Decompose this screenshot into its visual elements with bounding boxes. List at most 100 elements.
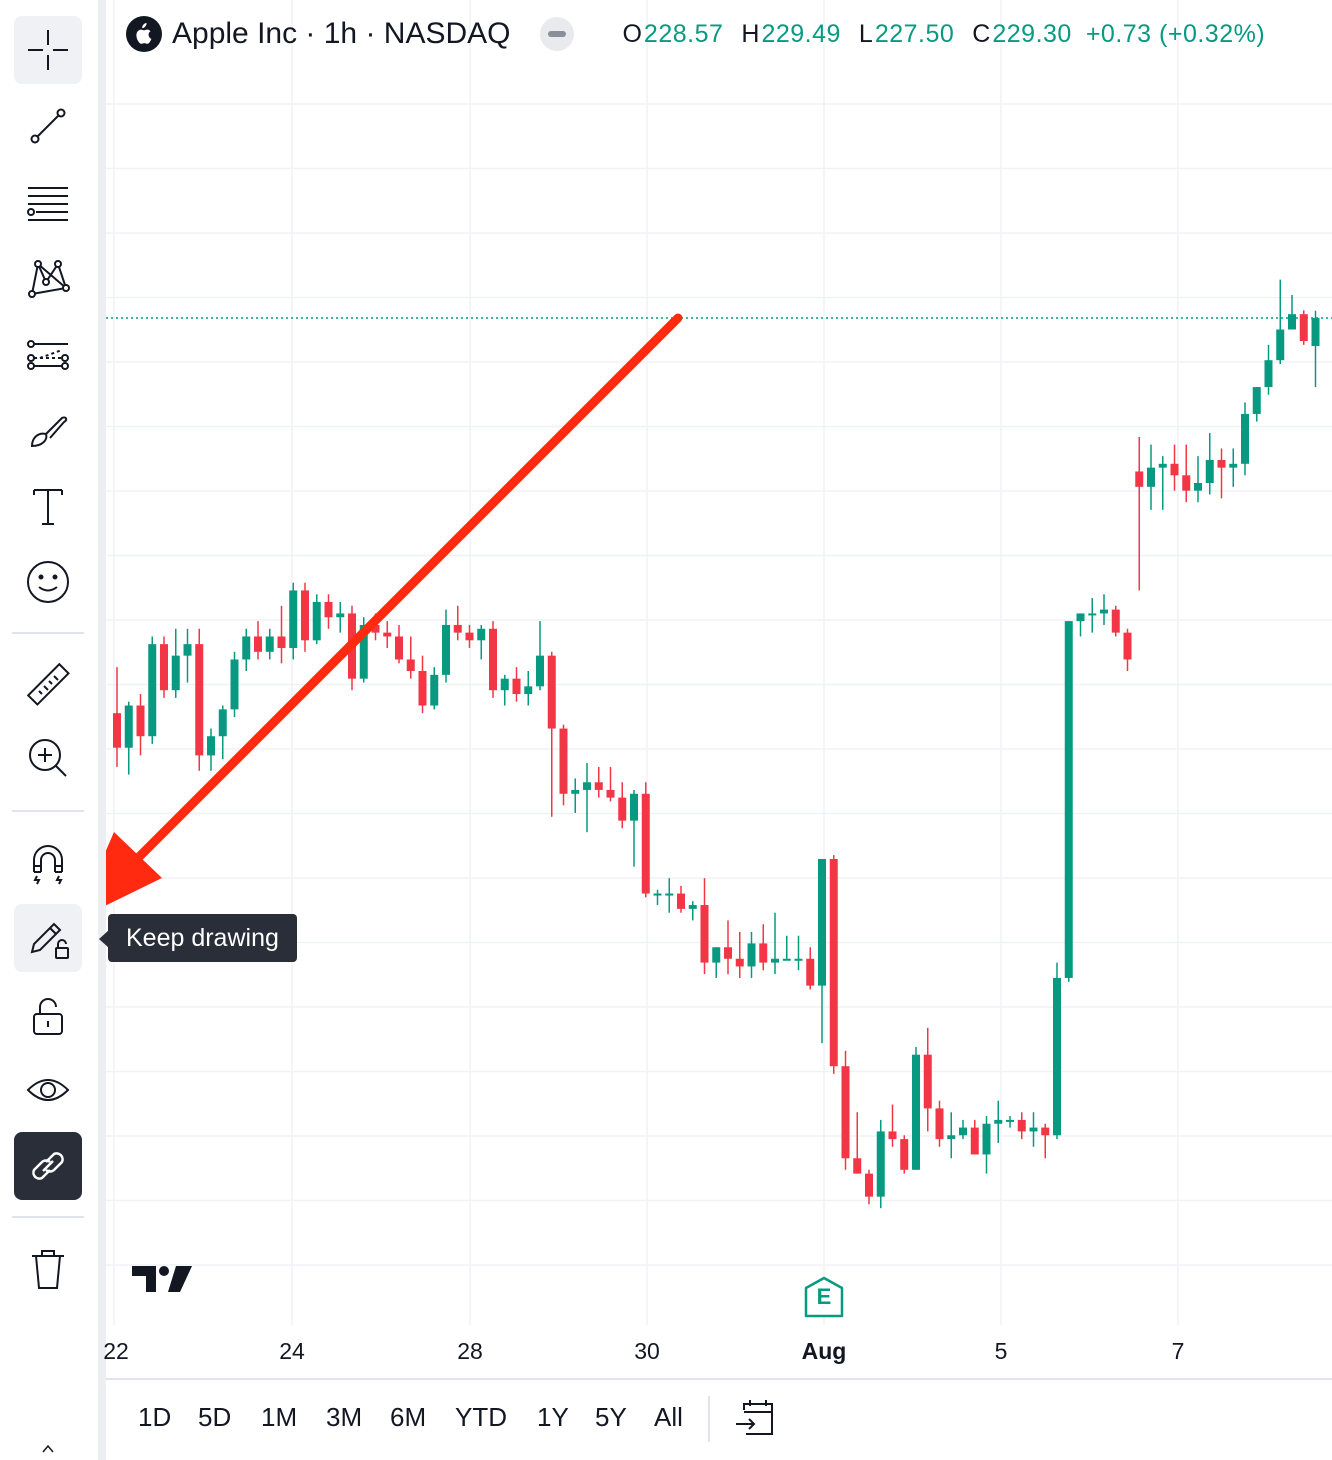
candle	[430, 667, 439, 710]
tradingview-logo[interactable]	[130, 1262, 194, 1294]
annotation-arrow	[106, 313, 683, 906]
candle-body	[888, 1131, 897, 1140]
candle-body	[594, 782, 603, 790]
chevron-up-icon[interactable]	[40, 1440, 56, 1456]
range-button-6m[interactable]: 6M	[390, 1402, 427, 1432]
candle	[1276, 279, 1285, 365]
candle	[724, 920, 732, 975]
trend-line-tool-button[interactable]	[14, 92, 82, 160]
candle	[688, 901, 697, 921]
candle-body	[653, 893, 662, 896]
close-value: 229.30	[992, 19, 1072, 48]
candle	[230, 651, 239, 718]
lock-drawings-button[interactable]	[14, 982, 82, 1050]
zoom-in-icon	[29, 739, 67, 777]
range-button-all[interactable]: All	[654, 1402, 683, 1432]
candle	[336, 601, 345, 633]
candle-body	[1041, 1127, 1050, 1136]
candle-body	[371, 624, 380, 633]
candle	[1100, 594, 1108, 625]
drawing-toolbar	[0, 0, 96, 1460]
go-to-date-button[interactable]	[732, 1396, 776, 1440]
brush-tool-button[interactable]	[14, 396, 82, 464]
range-button-1d[interactable]: 1D	[138, 1402, 172, 1432]
candle-body	[536, 655, 544, 687]
range-button-5y[interactable]: 5Y	[595, 1402, 627, 1432]
candle-body	[1088, 613, 1097, 616]
fib-tool-button[interactable]	[14, 168, 82, 236]
candle-body	[336, 613, 345, 618]
candle	[559, 724, 568, 806]
forecast-tool-button[interactable]	[14, 320, 82, 388]
candle	[912, 1047, 920, 1170]
candle-body	[970, 1127, 979, 1155]
candle-body	[1252, 387, 1261, 414]
candle-body	[630, 793, 638, 821]
hide-drawings-button[interactable]	[14, 1056, 82, 1124]
range-button-3m[interactable]: 3M	[326, 1402, 363, 1432]
apple-logo-icon[interactable]	[126, 16, 162, 52]
collapse-legend-button[interactable]	[540, 17, 575, 51]
emoji-tool-button[interactable]	[14, 548, 82, 616]
candle	[383, 621, 392, 648]
pattern-tool-button[interactable]	[14, 244, 82, 312]
candle	[218, 705, 227, 760]
candle-body	[242, 636, 251, 660]
remove-drawings-button[interactable]	[14, 1234, 82, 1302]
candle	[782, 935, 791, 961]
candle	[171, 628, 180, 698]
candle-body	[113, 713, 121, 748]
candle-body	[1194, 482, 1202, 491]
text-tool-button[interactable]	[14, 472, 82, 540]
range-divider	[708, 1396, 710, 1442]
candle	[1229, 448, 1238, 487]
chart-pane[interactable]	[106, 0, 1332, 1380]
zoom-tool-button[interactable]	[14, 724, 82, 792]
text-icon	[33, 489, 63, 525]
candle	[712, 947, 721, 978]
symbol-legend: Apple Inc · 1h · NASDAQ O 228.57 H 229.4…	[126, 14, 1265, 54]
candle-body	[865, 1173, 873, 1197]
candle	[148, 636, 157, 744]
candle-body	[794, 958, 803, 961]
candle-body	[312, 601, 321, 641]
candle-body	[453, 624, 462, 633]
candle-body	[818, 859, 826, 986]
candle-body	[1276, 329, 1285, 361]
crosshair-tool-button[interactable]	[14, 16, 82, 84]
earnings-marker[interactable]: E	[804, 1276, 844, 1318]
measure-tool-button[interactable]	[14, 650, 82, 718]
keep-drawing-button[interactable]	[14, 904, 82, 972]
candle	[136, 694, 145, 756]
range-button-ytd[interactable]: YTD	[455, 1402, 507, 1432]
sync-drawings-button[interactable]	[14, 1132, 82, 1200]
magnet-tool-button[interactable]	[14, 830, 82, 898]
range-button-5d[interactable]: 5D	[198, 1402, 232, 1432]
price-chart[interactable]	[106, 0, 1332, 1380]
range-button-1m[interactable]: 1M	[261, 1402, 298, 1432]
candle-body	[207, 736, 215, 756]
low-value: 227.50	[874, 19, 955, 48]
candle	[418, 655, 427, 714]
candle	[935, 1100, 944, 1147]
range-button-1y[interactable]: 1Y	[537, 1402, 569, 1432]
toolbar-divider	[12, 632, 84, 634]
candle	[1017, 1112, 1026, 1140]
change-value: +0.73 (+0.32%)	[1085, 19, 1266, 48]
candle-body	[1123, 632, 1132, 660]
candle	[547, 651, 556, 817]
candle	[606, 766, 615, 802]
candle-body	[1299, 314, 1308, 342]
candle	[465, 624, 474, 648]
symbol-title[interactable]: Apple Inc · 1h · NASDAQ	[172, 17, 511, 50]
candle-body	[183, 644, 192, 656]
candle	[512, 667, 521, 702]
candle-body	[677, 893, 685, 909]
open-label: O	[622, 19, 642, 48]
candle	[1158, 456, 1167, 510]
candle-body	[1135, 471, 1144, 487]
candle-body	[923, 1054, 932, 1109]
candle-body	[982, 1123, 991, 1155]
candles	[113, 279, 1320, 1209]
candle-body	[1064, 621, 1073, 978]
